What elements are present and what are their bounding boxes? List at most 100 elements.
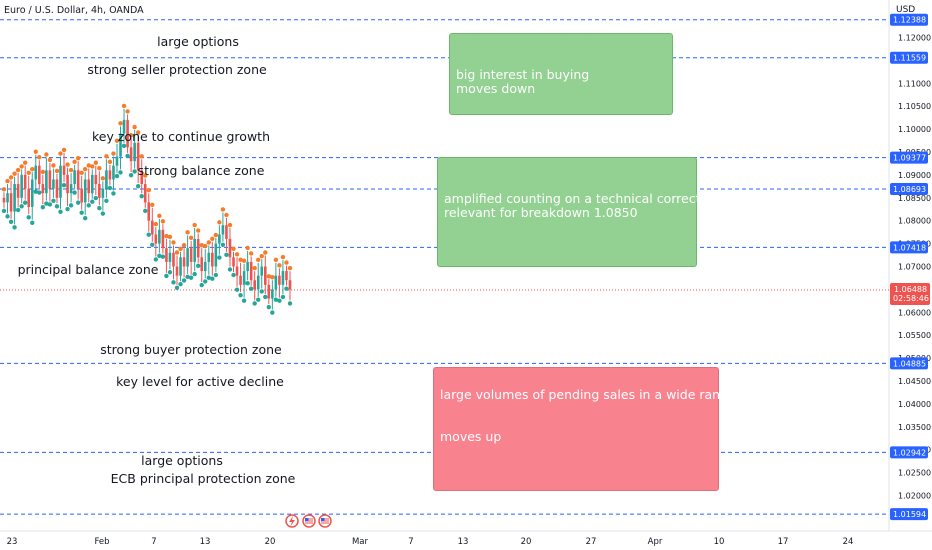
indicator-dot-high [203, 243, 208, 249]
candle-body [90, 174, 94, 194]
level-badge [890, 13, 928, 26]
y-tick-label: 1.12000 [898, 34, 931, 43]
candle-body [239, 275, 242, 285]
candle-body [235, 266, 239, 276]
candles-layer [1, 103, 293, 315]
indicator-dot-high [93, 160, 99, 165]
y-tick-label: 1.06000 [898, 308, 931, 317]
candle-body [136, 142, 140, 171]
level-badge [890, 151, 928, 164]
lightning-glyph [289, 516, 295, 527]
indicator-dot-high [266, 274, 272, 279]
annotation-active-decline[interactable]: key level for active decline [116, 374, 284, 389]
annotation-principal-balance[interactable]: principal balance zone [17, 262, 159, 277]
indicator-dot-high [44, 152, 49, 157]
candle-body [172, 252, 175, 267]
level-badge-label: 1.02942 [893, 448, 926, 457]
indicator-dot-high [5, 178, 10, 184]
indicator-dot-high [217, 220, 222, 225]
candle-body [140, 170, 144, 185]
indicator-dot-low [287, 301, 293, 306]
indicator-dot-low [79, 210, 84, 215]
indicator-dot-low [104, 198, 109, 203]
indicator-dot-high [65, 162, 70, 167]
note-pending-sales[interactable]: large volumes of pending sales in a wide… [433, 367, 736, 491]
indicator-dot-low [107, 185, 113, 191]
indicator-dot-high [72, 159, 77, 165]
indicator-dot-high [86, 163, 91, 168]
indicator-dot-high [241, 258, 247, 263]
indicator-dot-low [224, 252, 229, 258]
indicator-dot-high [8, 175, 14, 180]
candle-body [150, 220, 154, 235]
candle-body [101, 188, 105, 198]
annotation-strong-balance[interactable]: strong balance zone [137, 163, 265, 178]
indicator-dot-low [157, 253, 162, 258]
candle-body [189, 248, 193, 262]
candle-body [83, 179, 87, 203]
indicator-dot-low [195, 263, 201, 269]
indicator-dot-high [259, 253, 264, 259]
annotation-large-options-top[interactable]: large options [157, 34, 239, 49]
annotation-continue-growth[interactable]: key zone to continue growth [92, 129, 270, 144]
candle-body [221, 225, 225, 235]
note-buying-interest[interactable]: big interest in buying moves down [449, 33, 673, 115]
candle-body [158, 229, 161, 244]
indicator-dot-high [143, 173, 148, 178]
candle-body [94, 174, 98, 185]
indicator-dot-low [139, 194, 144, 199]
us-flag-icon[interactable] [302, 514, 316, 528]
indicator-dot-low [93, 195, 99, 201]
level-badge-label: 1.04885 [893, 359, 926, 368]
event-icons[interactable] [285, 514, 332, 528]
candle-body [16, 184, 20, 198]
candle-body [211, 252, 214, 267]
x-tick-label: 27 [586, 537, 597, 547]
x-tick-label: 20 [521, 537, 532, 547]
candle-body [175, 266, 179, 276]
x-tick-label: Feb [94, 537, 109, 547]
indicator-dot-high [132, 124, 137, 130]
indicator-dot-high [284, 260, 289, 265]
level-badge [890, 446, 928, 459]
candle-body [165, 248, 168, 262]
y-tick-label: 1.09000 [898, 171, 931, 180]
indicator-dot-low [284, 286, 289, 291]
annotation-large-options-bottom[interactable]: large options [141, 453, 223, 468]
level-badge [890, 508, 928, 521]
candle-body [232, 257, 235, 267]
indicator-dot-high [33, 149, 38, 154]
note-technical-correction[interactable]: amplified counting on a technical correc… [437, 157, 720, 267]
us-flag-icon[interactable] [318, 514, 332, 528]
candle-body [126, 119, 129, 148]
indicator-dot-low [238, 292, 243, 298]
levels-layer [0, 19, 889, 515]
annotation-buyer-protection[interactable]: strong buyer protection zone [100, 342, 282, 357]
indicator-dot-high [167, 234, 173, 240]
y-tick-label: 1.03500 [898, 423, 931, 432]
x-tick-label: Apr [648, 537, 663, 547]
y-tick-label: 1.10000 [898, 125, 931, 134]
indicator-dot-low [213, 272, 219, 278]
indicator-dot-low [54, 204, 60, 209]
indicator-dot-low [150, 242, 155, 247]
annotation-seller-protection[interactable]: strong seller protection zone [87, 62, 267, 77]
candle-body [214, 243, 218, 267]
last-price-badge [890, 282, 930, 305]
candle-body [27, 188, 31, 207]
indicator-dot-high [252, 265, 257, 271]
annotation-ecb-protection[interactable]: ECB principal protection zone [110, 471, 296, 486]
level-badge [890, 182, 928, 195]
lightning-icon[interactable] [285, 514, 299, 528]
indicator-dot-low [241, 298, 247, 303]
candle-body [45, 170, 48, 194]
indicator-dot-low [75, 200, 81, 205]
candle-body [48, 170, 52, 189]
indicator-dot-low [22, 200, 28, 205]
note-line: big interest in buying [456, 67, 590, 82]
indicator-dot-low [160, 254, 166, 259]
indicator-dot-high [280, 254, 286, 260]
candle-body [218, 234, 221, 244]
indicator-dot-low [171, 280, 176, 285]
candle-body [249, 261, 253, 281]
